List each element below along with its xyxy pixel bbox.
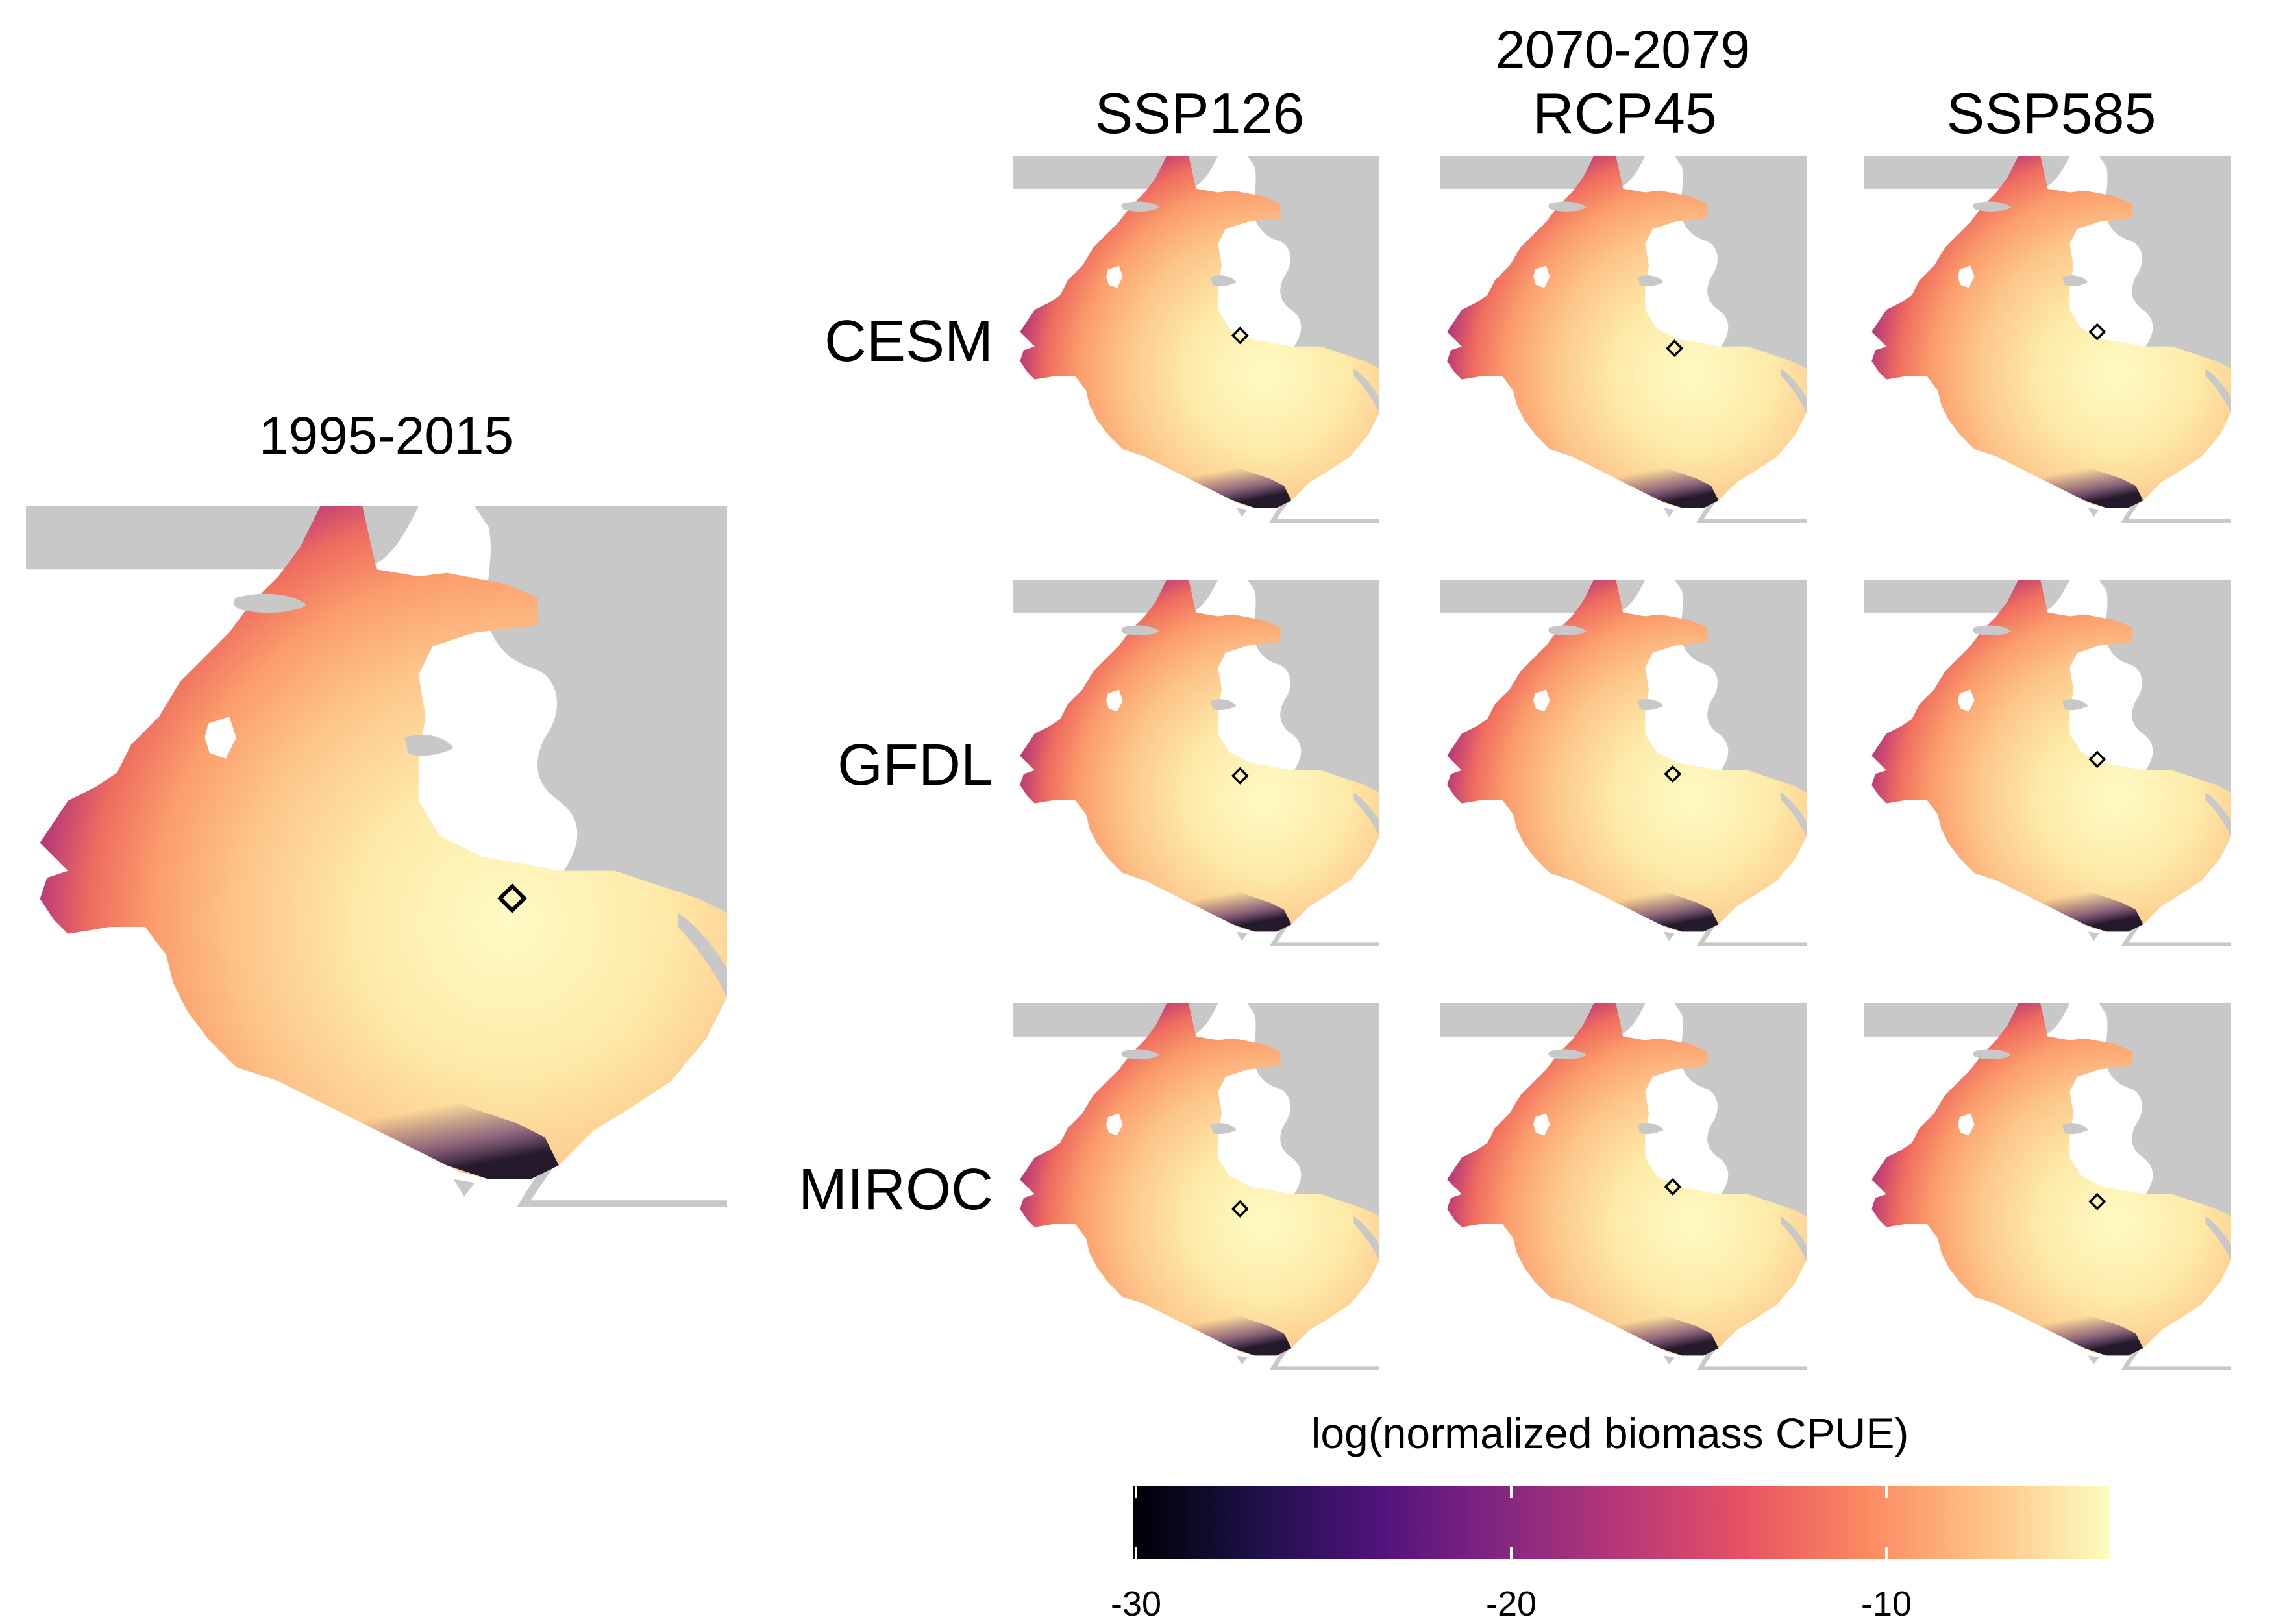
colorbar (1133, 1486, 2110, 1559)
colorbar-tick-label: -30 (1110, 1584, 1162, 1623)
model-label-miroc: MIROC (798, 1157, 993, 1222)
colorbar-title: log(normalized biomass CPUE) (1311, 1409, 1909, 1457)
map-cesm-ssp126 (1013, 156, 1379, 523)
colorbar-tick-label: -20 (1485, 1584, 1537, 1623)
map-gfdl-ssp585 (1864, 580, 2231, 946)
colorbar-tick-mark (1510, 1547, 1513, 1559)
colorbar-tick-mark (1510, 1486, 1513, 1498)
future-period-title: 2070-2079 (1495, 20, 1751, 79)
colorbar-tick-mark (1885, 1486, 1888, 1498)
scenario-header-ssp126: SSP126 (1094, 81, 1305, 145)
colorbar-tick-mark (1135, 1486, 1137, 1498)
model-label-gfdl: GFDL (837, 733, 993, 798)
map-miroc-rcp45 (1440, 1003, 1807, 1370)
map-gfdl-rcp45 (1440, 580, 1807, 946)
scenario-header-ssp585: SSP585 (1946, 81, 2156, 145)
colorbar-tick-label: -10 (1860, 1584, 1912, 1623)
map-cesm-rcp45 (1440, 156, 1807, 523)
map-miroc-ssp126 (1013, 1003, 1379, 1370)
colorbar-tick-mark (1135, 1547, 1137, 1559)
model-label-cesm: CESM (824, 309, 993, 374)
colorbar-tick-mark (1885, 1547, 1888, 1559)
map-miroc-ssp585 (1864, 1003, 2231, 1370)
scenario-header-rcp45: RCP45 (1533, 81, 1717, 145)
map-cesm-ssp585 (1864, 156, 2231, 523)
map-gfdl-ssp126 (1013, 580, 1379, 946)
baseline-map (26, 506, 727, 1207)
baseline-title: 1995-2015 (258, 406, 514, 465)
